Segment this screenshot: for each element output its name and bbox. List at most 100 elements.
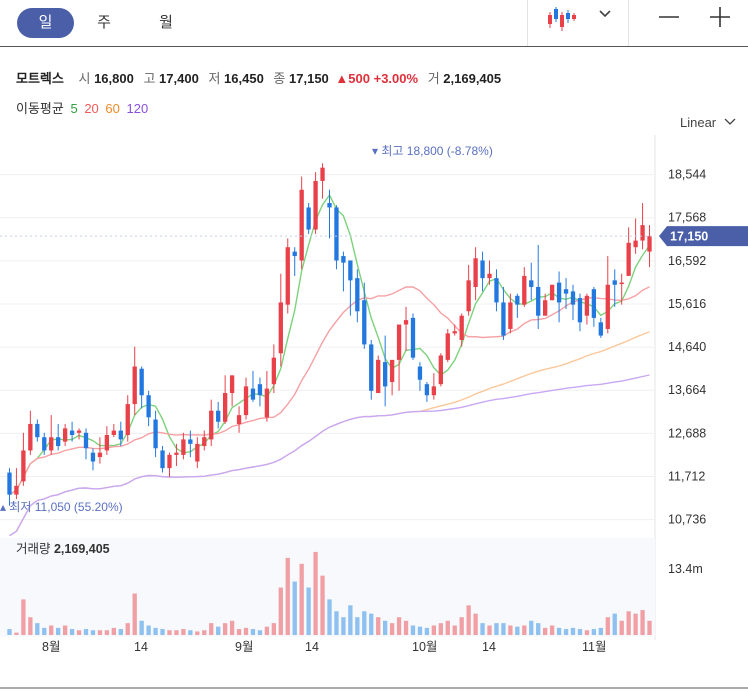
candle-body	[125, 404, 130, 435]
candle-body	[487, 273, 492, 279]
candle-body	[146, 395, 151, 418]
volume-bar	[452, 625, 457, 635]
candle-body	[299, 189, 304, 261]
candle-body	[570, 291, 576, 305]
plus-icon[interactable]	[709, 6, 731, 28]
ma-period-120[interactable]: 120	[126, 101, 149, 116]
volume-bar	[320, 575, 325, 635]
volume-bar	[139, 620, 144, 635]
candle-body	[445, 333, 450, 360]
volume-bar	[334, 611, 339, 635]
change-value: 500	[348, 71, 370, 86]
candle-body	[118, 430, 123, 440]
candle-body	[348, 260, 353, 281]
low-label: 저	[208, 71, 221, 86]
candle-body	[633, 240, 638, 248]
candle-body	[376, 359, 381, 394]
close-label: 종	[273, 71, 286, 86]
volume-bar	[14, 632, 19, 635]
volume-bar	[487, 625, 492, 635]
candle-body	[320, 167, 325, 181]
scale-label: Linear	[680, 115, 717, 130]
volume-bar	[591, 629, 597, 635]
volume-bar	[160, 629, 165, 635]
y-tick-label: 18,544	[668, 168, 706, 182]
moving-average-legend: 이동평균 5 20 60 120	[16, 98, 148, 117]
open-value: 16,800	[94, 71, 134, 86]
x-tick-label: 8월	[42, 640, 60, 654]
change-arrow-icon: ▲	[335, 71, 349, 86]
ma-period-5[interactable]: 5	[70, 101, 78, 116]
volume-bar	[132, 593, 137, 635]
low-value: 16,450	[224, 71, 264, 86]
low-marker: ▴ 최저 11,050 (55.20%)	[0, 500, 123, 514]
candle-body	[236, 415, 242, 424]
candle-body	[515, 295, 520, 305]
candle-body	[396, 324, 402, 360]
candle-body	[369, 344, 374, 391]
volume-bar	[181, 629, 186, 635]
candle-body	[473, 258, 478, 287]
ma-period-20[interactable]: 20	[84, 101, 99, 116]
volume-bar	[389, 623, 395, 635]
chevron-down-icon[interactable]	[598, 9, 612, 19]
candle-body	[556, 282, 562, 303]
candle-body	[306, 207, 311, 230]
volume-bar	[236, 629, 242, 635]
volume-bar	[83, 629, 89, 635]
volume-bar	[257, 630, 263, 635]
volume-bar	[362, 611, 367, 635]
candle-body	[501, 302, 506, 336]
volume-bar	[146, 625, 151, 635]
candle-body	[14, 485, 19, 495]
change-percent: +3.00%	[373, 71, 419, 86]
volume-bar	[529, 620, 534, 635]
volume-bar	[104, 630, 110, 635]
candle-body	[480, 260, 485, 279]
scale-chevron-icon	[724, 118, 736, 125]
ma20-line	[9, 286, 650, 496]
tab-weekly[interactable]: 주	[97, 14, 111, 31]
candle-body	[647, 236, 652, 252]
x-tick-label: 14	[305, 640, 319, 654]
candle-body	[111, 430, 116, 435]
volume-bar	[243, 627, 249, 635]
volume-bar	[369, 613, 374, 635]
volume-bar	[424, 627, 430, 635]
volume-bar	[515, 626, 520, 635]
minus-icon[interactable]	[658, 6, 680, 28]
candle-body	[529, 280, 534, 287]
candle-body	[285, 247, 290, 305]
volume-bar	[250, 629, 256, 635]
candle-body	[243, 386, 249, 416]
volume-bar	[598, 627, 603, 635]
candle-body	[83, 432, 89, 449]
candle-body	[222, 393, 228, 422]
tab-daily[interactable]: 일	[17, 8, 74, 38]
scale-select[interactable]: Linear	[680, 115, 736, 130]
candle-body	[327, 203, 332, 208]
candle-body	[229, 375, 235, 394]
ma-period-60[interactable]: 60	[105, 101, 120, 116]
y-tick-label: 12,688	[668, 426, 706, 440]
candle-body	[459, 315, 464, 340]
volume-bar	[626, 611, 631, 635]
ma5-line	[9, 193, 651, 496]
candle-body	[188, 439, 193, 444]
volume-bar	[431, 625, 437, 635]
volume-label: 거	[427, 71, 440, 86]
candle-body	[264, 388, 270, 418]
candle-body	[334, 207, 339, 261]
candlestick-icon[interactable]	[545, 4, 585, 34]
volume-bar	[21, 599, 26, 635]
candle-body	[69, 430, 75, 435]
candle-body	[167, 454, 172, 469]
candle-body	[56, 437, 61, 447]
candle-body	[313, 180, 318, 230]
candle-body	[508, 302, 513, 329]
tab-monthly[interactable]: 월	[159, 14, 173, 31]
volume-bar	[417, 626, 423, 635]
candle-body	[257, 384, 263, 396]
volume-bar	[410, 625, 416, 635]
volume-bar	[167, 630, 172, 635]
